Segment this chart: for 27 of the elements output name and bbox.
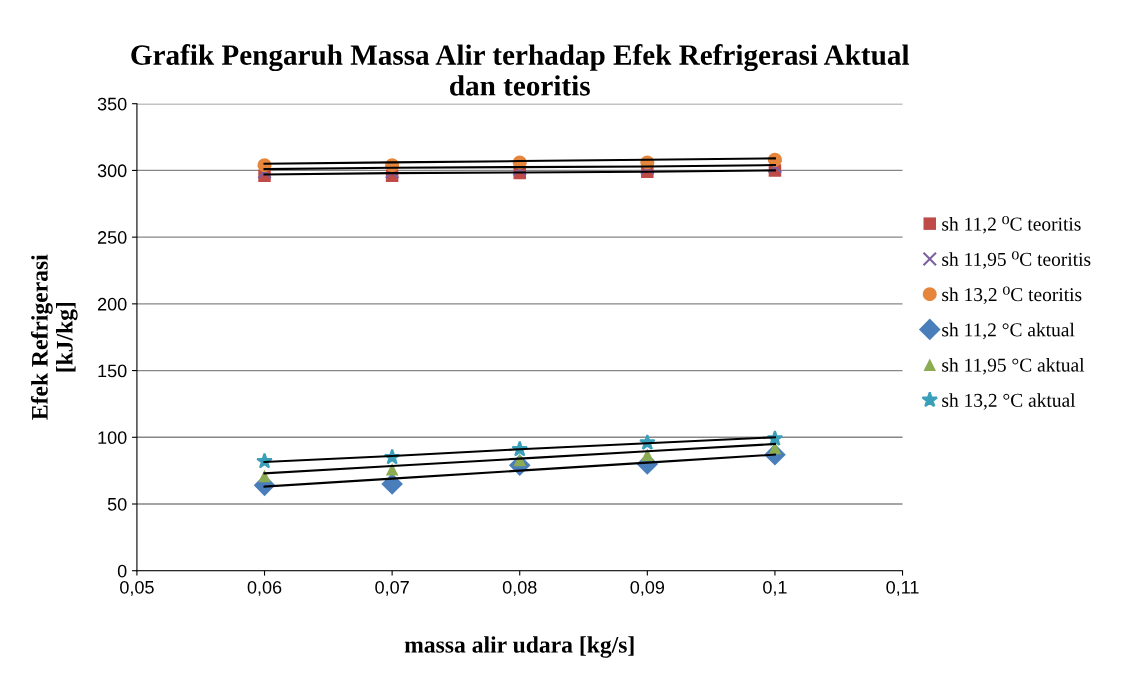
y-tick-label: 0 <box>117 564 127 578</box>
y-tick-label: 200 <box>97 297 127 311</box>
x-tick-label: 0,08 <box>502 580 537 596</box>
x-axis-title: massa alir udara [kg/s] <box>404 636 634 658</box>
y-tick-label: 350 <box>97 97 127 111</box>
y-tick-label: 50 <box>107 497 127 511</box>
x-tick-label: 0,07 <box>375 580 409 596</box>
y-axis-title: Efek Refrigerasi [kJ/kg] <box>30 254 78 420</box>
point <box>385 463 399 476</box>
x-tick-label: 0,1 <box>763 580 787 596</box>
point <box>641 448 654 461</box>
legend-label: sh 11,2 ⁰C teoritis <box>942 216 1081 234</box>
chart-title: Grafik Pengaruh Massa Alir terhadap Efek Refrigerasi Aktual dan teoritis <box>131 44 910 96</box>
point <box>512 161 528 177</box>
legend-label: sh 13,2 °C aktual <box>942 393 1076 410</box>
legend-label: sh 11,95 ⁰C teoritis <box>942 251 1091 269</box>
y-tick-label: 250 <box>97 231 127 244</box>
x-tick-label: 0,09 <box>630 580 665 596</box>
x-tick-label: 0,06 <box>247 580 282 596</box>
x-tick-label: 0,11 <box>886 580 919 596</box>
y-tick-label: 100 <box>98 431 127 445</box>
legend-label: sh 11,2 °C aktual <box>942 322 1075 340</box>
y-tick-label: 150 <box>98 364 127 378</box>
y-tick-label: 300 <box>97 164 127 178</box>
legend-label: sh 13,2 ⁰C teoritis <box>942 286 1082 304</box>
legend-label: sh 11,95 °C aktual <box>942 357 1085 375</box>
x-tick-label: 0,05 <box>120 580 154 596</box>
